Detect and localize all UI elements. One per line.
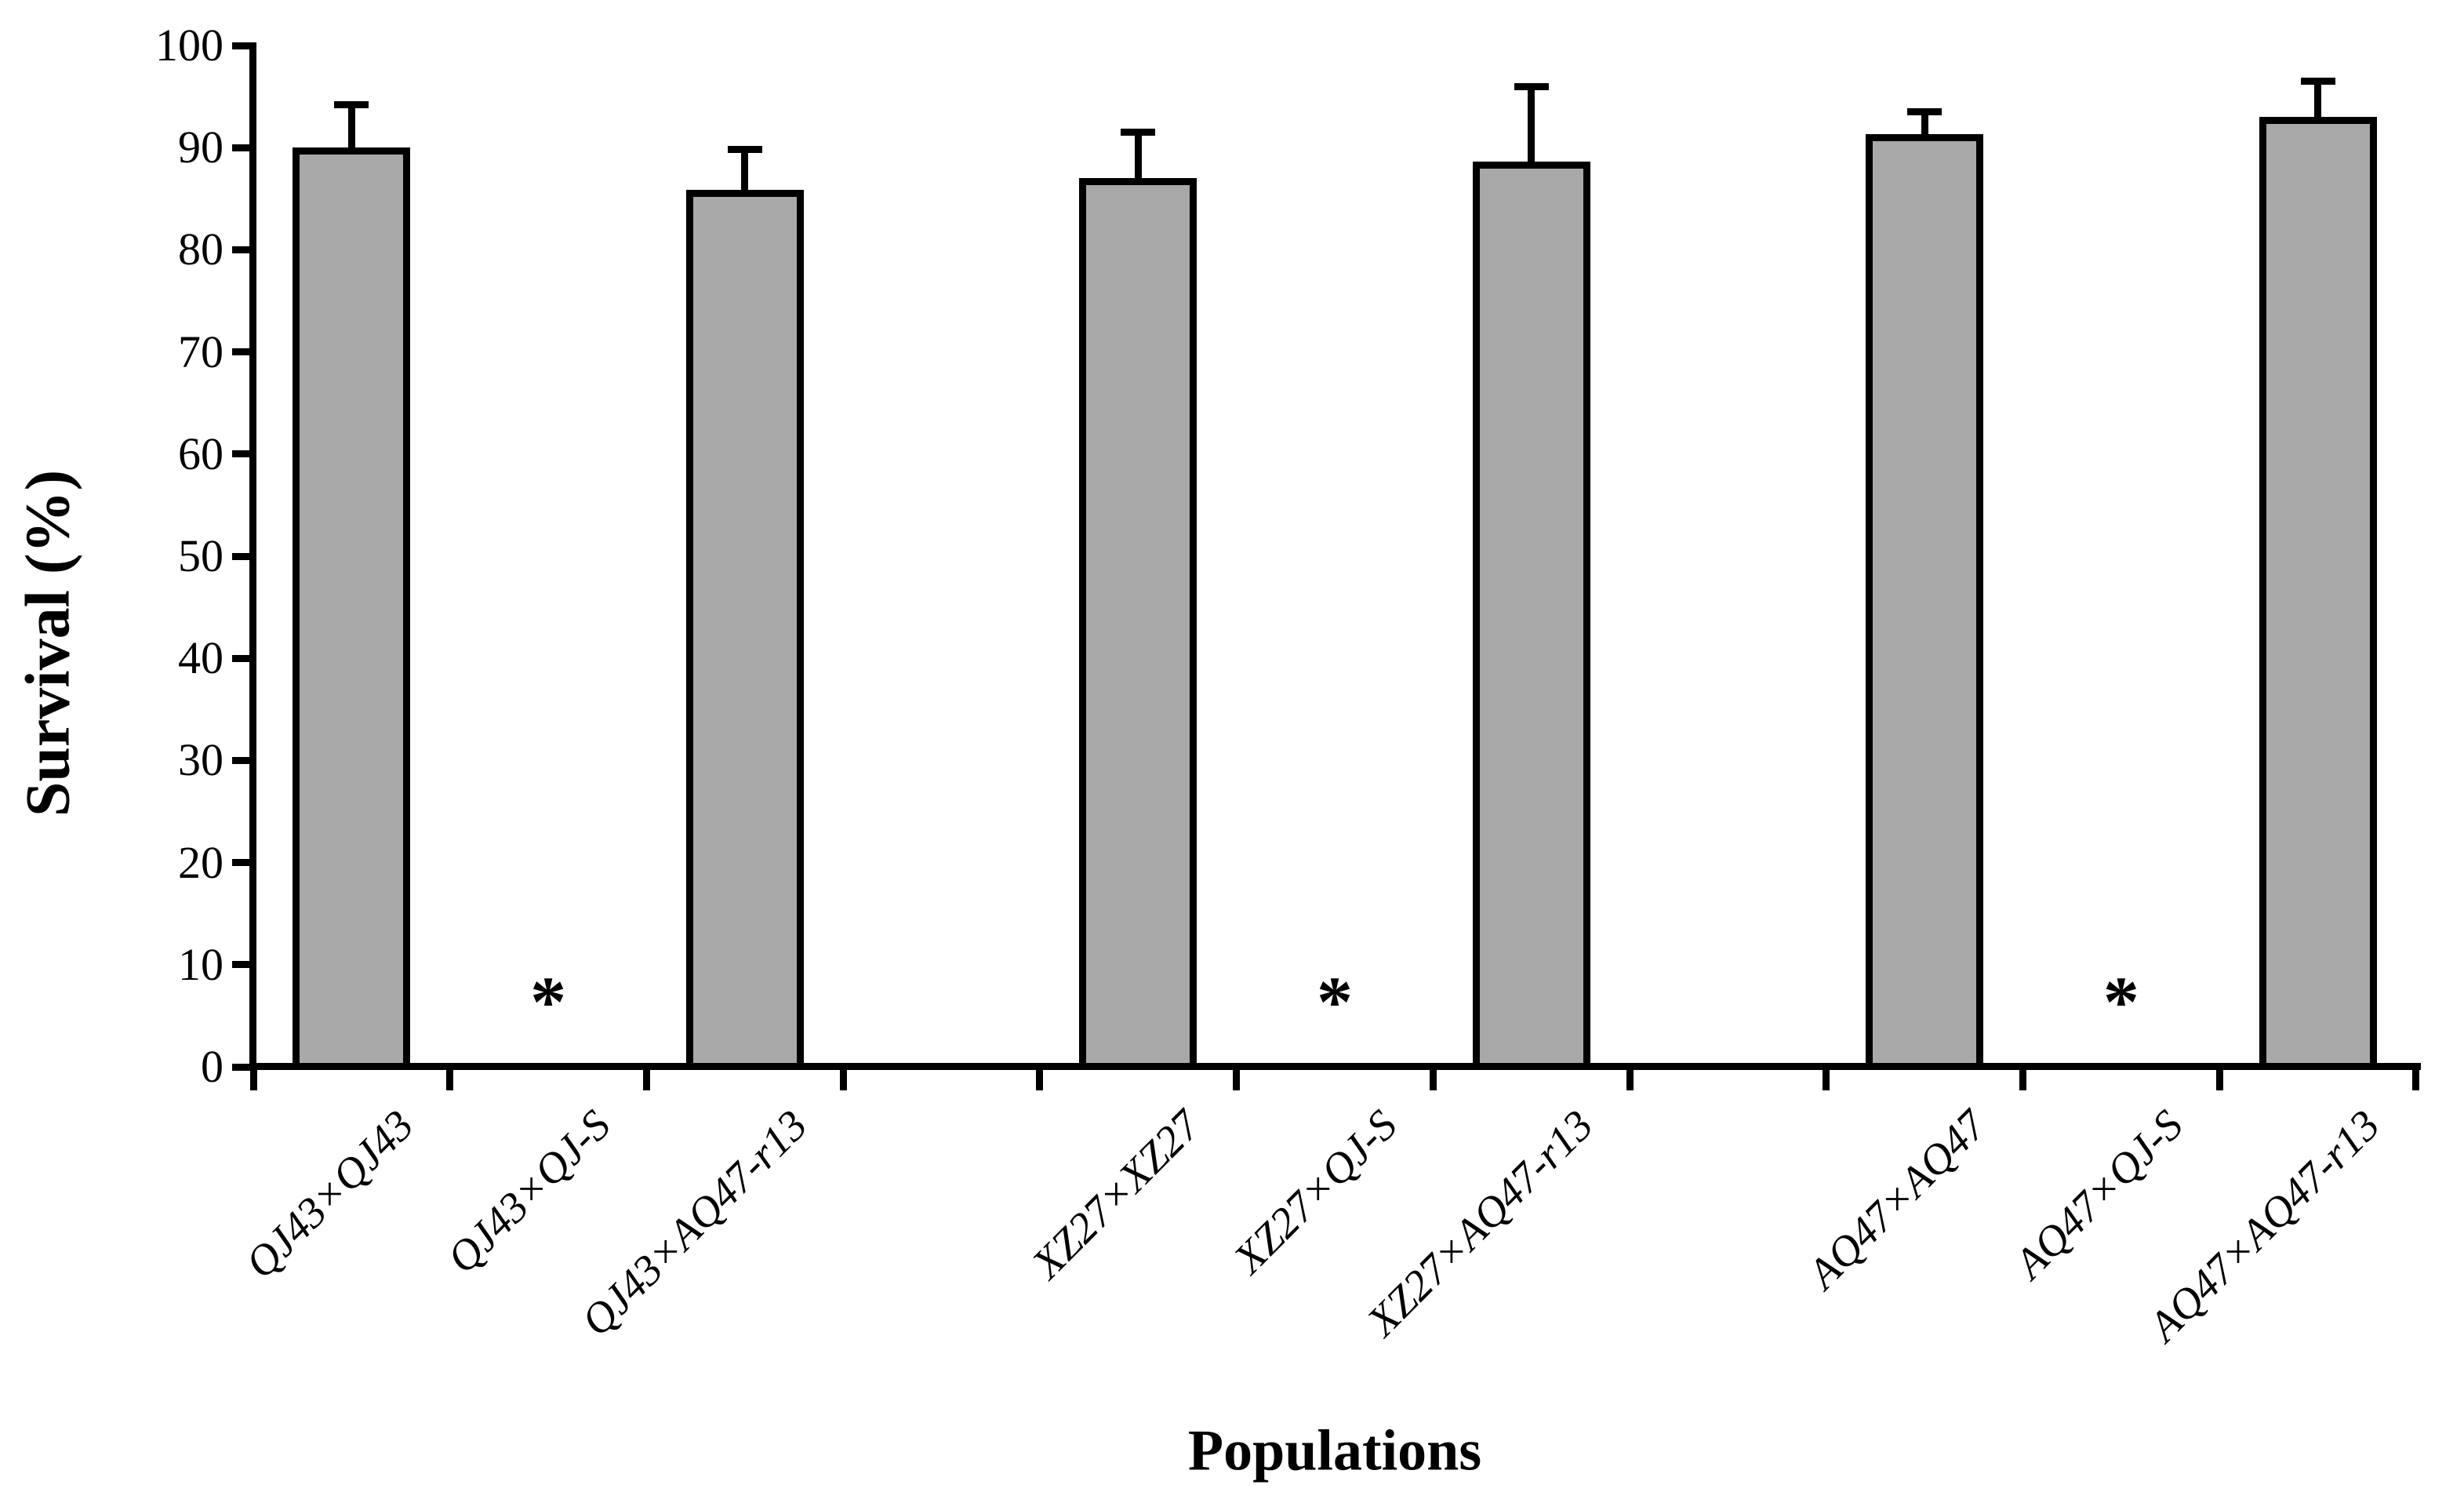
x-tick: [249, 1067, 257, 1090]
category-label-text: AQ47×AQ47: [1798, 1101, 1996, 1298]
x-tick: [1626, 1067, 1634, 1090]
x-tick: [2019, 1067, 2026, 1090]
y-tick: [232, 654, 253, 662]
category-label-text: XZ27×XZ27: [1022, 1101, 1209, 1288]
x-tick: [1823, 1067, 1830, 1090]
y-tick: [232, 348, 253, 356]
category-label-text: QJ43×QJ-S: [438, 1101, 620, 1283]
error-bar: [1921, 111, 1928, 138]
x-tick: [446, 1067, 454, 1090]
error-bar: [1528, 86, 1535, 166]
y-tick: [232, 756, 253, 764]
x-tick: [1036, 1067, 1044, 1090]
bar: [1866, 133, 1984, 1071]
y-tick-label: 80: [178, 224, 224, 275]
y-axis-title-text: Survival (%): [13, 469, 83, 817]
y-tick-label: 90: [178, 122, 224, 173]
error-bar-cap: [727, 146, 762, 154]
y-tick-label: 30: [178, 734, 224, 786]
bar: [2259, 116, 2377, 1071]
significance-asterisk-glyph: *: [530, 962, 567, 1042]
x-tick: [1429, 1067, 1437, 1090]
y-tick: [232, 859, 253, 867]
significance-asterisk-glyph: *: [2102, 962, 2139, 1042]
y-tick-label: 60: [178, 428, 224, 479]
x-tick: [839, 1067, 847, 1090]
error-bar: [741, 149, 749, 194]
bar: [1079, 177, 1197, 1071]
error-bar: [1134, 132, 1142, 182]
error-bar-cap: [1121, 129, 1156, 136]
y-tick: [232, 144, 253, 151]
error-bar-cap: [334, 101, 369, 109]
y-tick-label: 40: [178, 632, 224, 684]
category-label-text: QJ43×QJ43: [235, 1101, 423, 1288]
significance-asterisk-glyph: *: [1316, 962, 1353, 1042]
y-tick: [232, 1063, 253, 1071]
bar: [293, 147, 411, 1071]
x-tick: [2215, 1067, 2223, 1090]
error-bar: [2314, 81, 2322, 121]
y-tick-label: 20: [178, 836, 224, 888]
y-tick-label: 10: [178, 938, 224, 990]
y-tick: [232, 42, 253, 49]
error-bar-cap: [2300, 78, 2335, 86]
y-tick: [232, 246, 253, 253]
y-tick: [232, 450, 253, 458]
x-tick: [1233, 1067, 1241, 1090]
category-label-text: XZ27×QJ-S: [1223, 1101, 1406, 1283]
bar: [685, 190, 804, 1071]
x-tick: [642, 1067, 650, 1090]
error-bar: [347, 104, 355, 151]
y-tick-label: 0: [201, 1041, 224, 1092]
error-bar-cap: [1514, 82, 1549, 90]
y-tick: [232, 552, 253, 560]
x-axis-title-text: Populations: [1187, 1418, 1482, 1483]
y-tick-label: 70: [178, 326, 224, 377]
y-tick: [232, 961, 253, 969]
category-label-text: AQ47×QJ-S: [2005, 1101, 2193, 1288]
x-axis-line: [249, 1063, 2421, 1070]
y-tick-label: 50: [178, 530, 224, 581]
y-tick-label: 100: [155, 20, 224, 71]
bar: [1472, 161, 1590, 1071]
error-bar-cap: [1907, 108, 1942, 116]
x-tick: [2412, 1067, 2420, 1090]
